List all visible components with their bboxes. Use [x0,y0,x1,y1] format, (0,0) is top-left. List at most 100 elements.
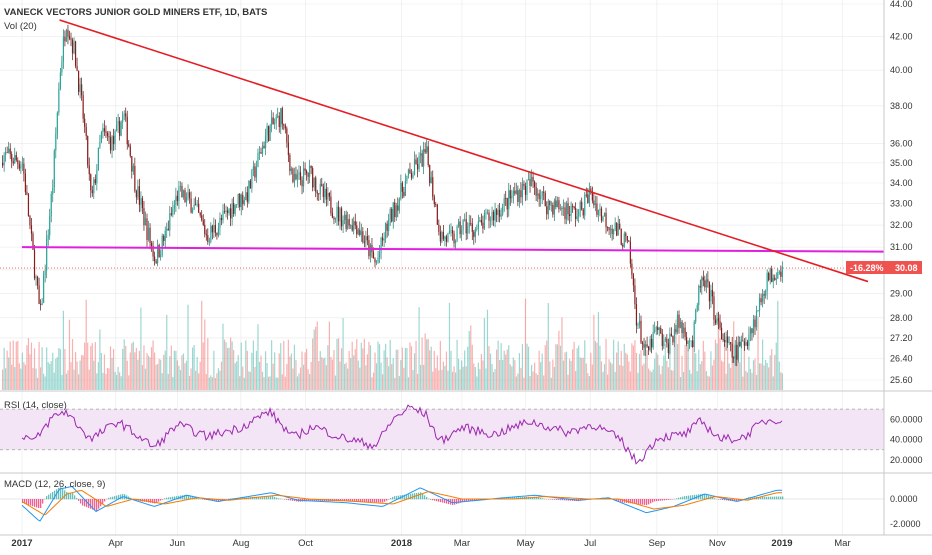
volume-bar [14,367,15,390]
candle-body [684,328,685,337]
candle-body [131,156,132,171]
candle-body [303,168,304,186]
candle-body [716,318,717,323]
candle-body [456,226,457,240]
macd-histogram-bar [426,497,427,499]
volume-bar [384,350,385,390]
volume-bar [599,346,600,390]
candle-body [69,36,70,38]
volume-bar [549,361,550,390]
candle-body [245,192,246,200]
volume-bar [174,351,175,390]
candle-body [315,178,316,192]
volume-bar [157,364,158,390]
macd-histogram-bar [778,497,779,500]
macd-histogram-bar [104,499,105,501]
volume-bar [634,340,635,390]
candle-body [660,328,661,333]
candle-body [206,234,207,235]
volume-bar [113,349,114,390]
volume-bar [779,362,780,390]
volume-bar [668,367,669,390]
candle-body [52,188,53,194]
candle-body [288,143,289,156]
macd-histogram-bar [198,499,199,500]
resistance-trendline[interactable] [60,20,868,282]
volume-bar [263,377,264,390]
candle-body [92,190,93,193]
candle-body [66,30,67,41]
volume-bar [607,375,608,390]
volume-bar [400,360,401,390]
volume-bar [159,359,160,390]
volume-bar [691,374,692,390]
macd-histogram-bar [684,496,685,499]
candle-body [669,334,670,353]
volume-bar [163,355,164,390]
volume-bar [447,371,448,390]
volume-bar [539,351,540,390]
candlesticks [2,25,783,366]
volume-bar [411,346,412,390]
candle-body [409,170,410,173]
volume-bar [34,348,35,390]
candle-body [165,231,166,241]
volume-bar [726,374,727,390]
macd-histogram-bar [428,499,429,500]
volume-bar [253,340,254,390]
volume-bar [346,363,347,390]
volume-bar [707,376,708,390]
volume-bar [180,370,181,390]
volume-bar [201,301,202,390]
macd-histogram-bar [552,499,553,500]
candle-body [551,205,552,206]
candle-body [54,150,55,187]
volume-bar [166,315,167,390]
candle-body [75,41,76,66]
volume-bar [665,344,666,390]
candle-body [379,253,380,258]
volume-bar [238,355,239,390]
candle-body [525,186,526,195]
volume-bar [152,340,153,390]
candle-body [353,221,354,230]
macd-histogram-bar [772,497,773,500]
candle-body [627,236,628,241]
volume-bar [628,361,629,390]
candle-body [58,89,59,113]
volume-bar [286,364,287,390]
candle-body [297,175,298,179]
candle-body [207,235,208,242]
macd-histogram-bar [680,497,681,499]
volume-bar [29,354,30,390]
volume-bar [418,307,419,390]
volume-bar [504,351,505,390]
rsi-tick-label: 40.0000 [890,435,923,445]
candle-body [639,321,640,325]
candle-body [102,128,103,132]
candle-body [282,108,283,124]
volume-bar [561,317,562,390]
price-tick-label: 44.00 [890,0,913,9]
macd-histogram-bar [720,499,721,500]
candle-body [595,203,596,205]
volume-bar [444,366,445,390]
volume-bar [466,366,467,390]
volume-bar [531,365,532,390]
macd-histogram-bar [558,499,559,500]
macd-histogram-bar [782,497,783,500]
volume-bar [308,369,309,390]
volume-bar [213,351,214,390]
macd-histogram-bar [390,498,391,499]
candle-body [751,328,752,333]
volume-bar [542,354,543,390]
volume-bar [359,368,360,390]
volume-bar [216,373,217,390]
candle-body [650,339,651,350]
price-tick-label: 25.60 [890,375,913,385]
candle-body [399,199,400,211]
volume-bar [358,361,359,390]
candle-body [166,229,167,231]
